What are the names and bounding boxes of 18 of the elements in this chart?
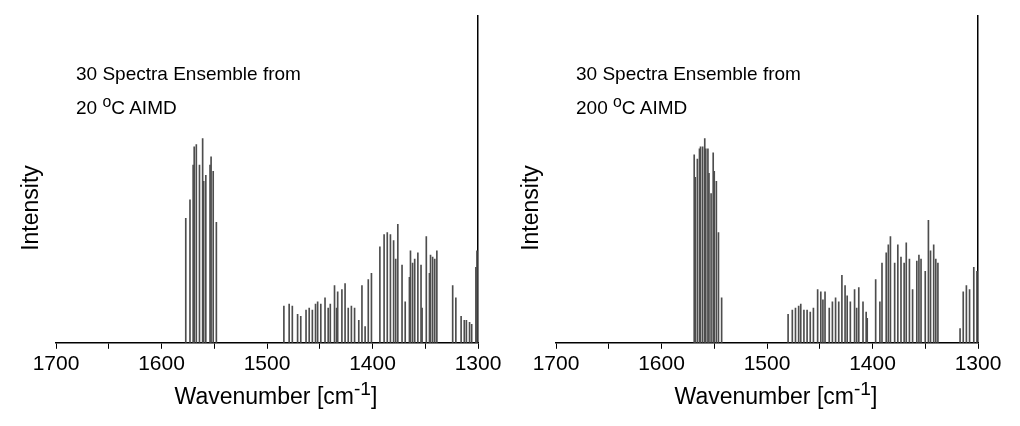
x-tick-label: 1600	[138, 351, 185, 375]
x-axis-title: Wavenumber [cm$^{-1}$]	[173, 378, 379, 410]
x-tick-label: 1600	[638, 351, 685, 375]
text: 30 Spectra Ensemble from	[76, 62, 301, 86]
x-tick-label: 1500	[743, 351, 791, 375]
x-tick-label: 1500	[243, 351, 291, 375]
x-tick-label: 1300	[954, 351, 1002, 375]
x-tick-label: 1700	[32, 351, 80, 375]
x-tick-label: 1700	[532, 351, 580, 375]
x-tick-label: 1300	[454, 351, 502, 375]
text: 20 $^{o}$C AIMD	[76, 92, 178, 121]
y-axis-title: Intensity	[16, 165, 44, 251]
text: 200 $^{o}$C AIMD	[576, 92, 689, 121]
text: 30 Spectra Ensemble from	[576, 62, 801, 86]
x-axis-title: Wavenumber [cm$^{-1}$]	[673, 378, 879, 410]
y-axis-title: Intensity	[516, 165, 544, 251]
x-tick-label: 1400	[849, 351, 896, 375]
x-tick-label: 1400	[349, 351, 396, 375]
